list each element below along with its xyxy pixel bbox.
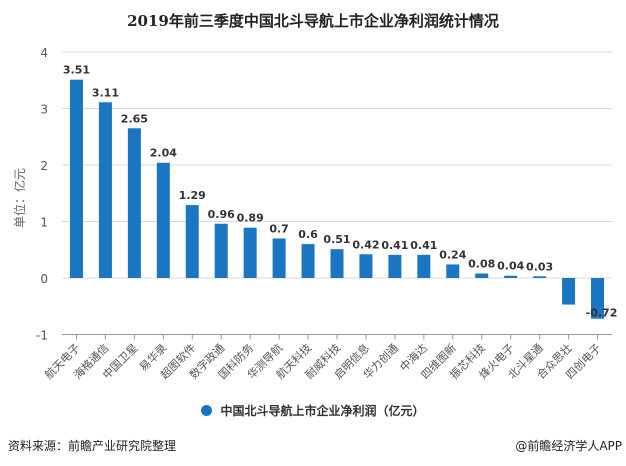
data-label: 0.04 <box>497 260 524 273</box>
bar <box>504 275 518 278</box>
bar <box>127 128 141 278</box>
chart-title: 2019年前三季度中国北斗导航上市企业净利润统计情况 <box>127 12 499 30</box>
data-label: 1.29 <box>179 189 206 202</box>
data-label: 0.03 <box>526 260 553 273</box>
bar <box>359 254 373 278</box>
data-label: 0.6 <box>298 228 318 241</box>
legend-marker <box>201 405 213 416</box>
bar <box>243 227 257 278</box>
data-label: 0.41 <box>381 239 408 252</box>
bar <box>156 162 170 278</box>
bar <box>69 79 83 278</box>
y-tick-label: 1 <box>40 216 48 230</box>
bar <box>475 273 489 278</box>
data-label: 0.7 <box>269 222 289 235</box>
y-tick-label: 2 <box>40 159 48 173</box>
data-label: 2.04 <box>150 147 177 160</box>
data-label: 2.65 <box>121 112 148 125</box>
bar <box>533 276 547 278</box>
data-label: -0.72 <box>586 307 618 320</box>
data-label: 3.51 <box>63 64 90 77</box>
bar <box>185 205 199 278</box>
data-label: 0.41 <box>410 239 437 252</box>
data-label: 0.96 <box>208 208 235 221</box>
bar <box>591 278 605 319</box>
bar <box>388 254 402 278</box>
bar <box>417 254 431 278</box>
data-label: 0.24 <box>439 248 466 261</box>
data-label: 0.89 <box>237 212 264 225</box>
data-label: 0.08 <box>468 257 495 270</box>
bar <box>301 244 315 278</box>
data-label: 3.11 <box>92 86 119 99</box>
legend: 中国北斗导航上市企业净利润（亿元） <box>0 402 626 419</box>
bar <box>330 249 344 278</box>
bar <box>214 223 228 278</box>
y-tick-label: 3 <box>40 103 48 117</box>
bar <box>446 264 460 278</box>
source-note: 资料来源：前瞻产业研究院整理 <box>8 439 177 453</box>
y-tick-label: -1 <box>36 329 48 343</box>
bar <box>98 102 112 278</box>
credit-note: @前瞻经济学人APP <box>515 439 622 453</box>
y-tick-label: 4 <box>40 46 48 60</box>
data-label: 0.42 <box>352 238 379 251</box>
y-tick-label: 0 <box>40 272 48 286</box>
legend-label: 中国北斗导航上市企业净利润（亿元） <box>220 404 425 418</box>
bar <box>562 278 576 305</box>
bar <box>272 238 286 278</box>
y-axis-label: 单位：亿元 <box>12 168 27 228</box>
data-label: 0.51 <box>323 233 350 246</box>
